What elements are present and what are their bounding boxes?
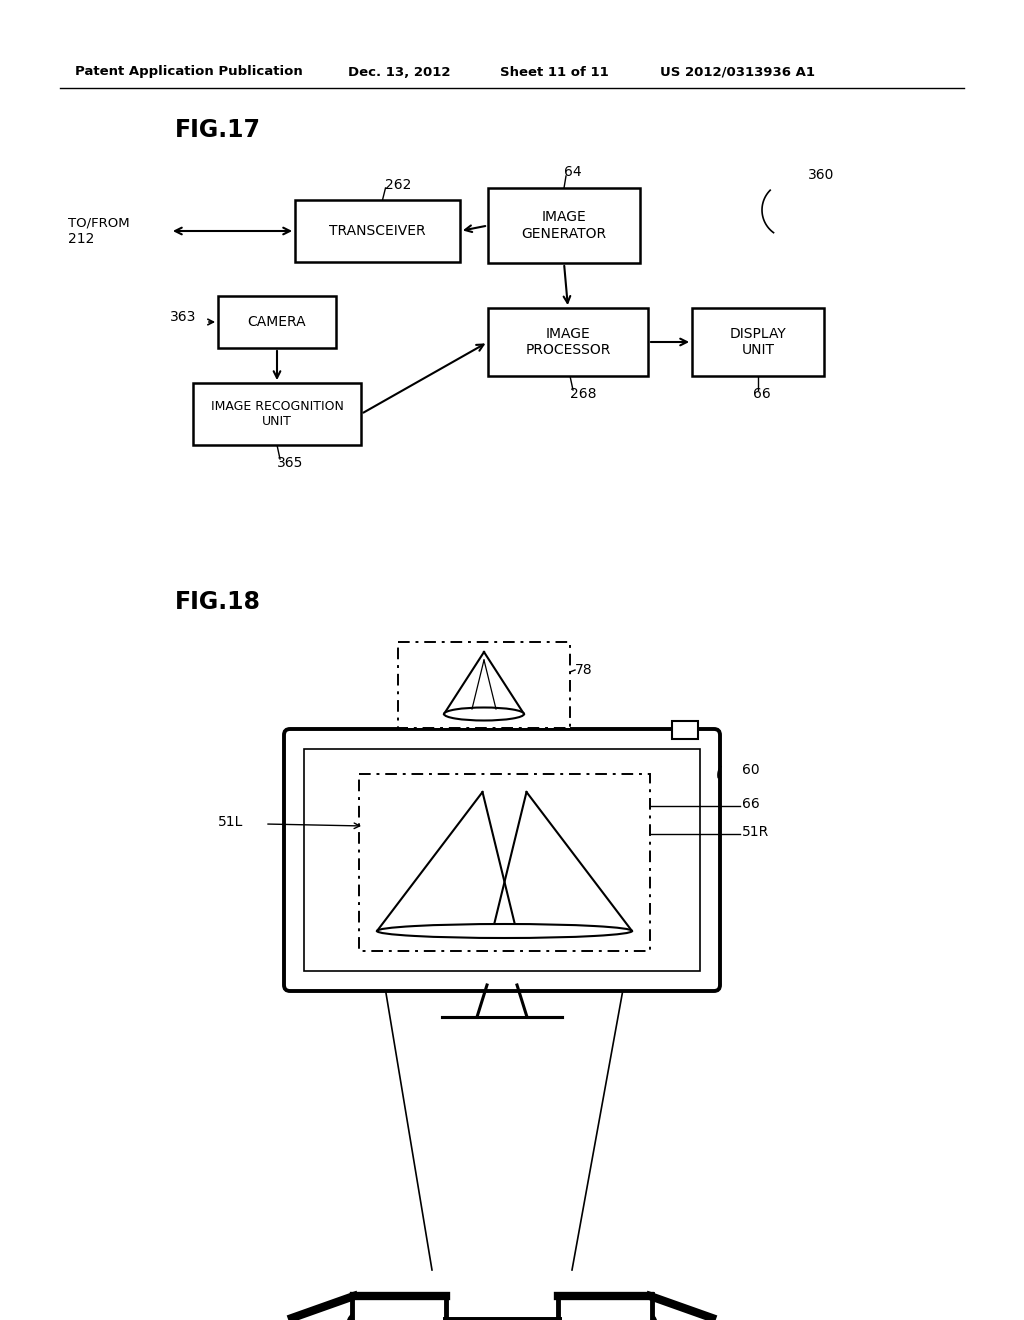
- Text: 64: 64: [564, 165, 582, 180]
- Text: IMAGE
GENERATOR: IMAGE GENERATOR: [521, 210, 606, 240]
- Text: DISPLAY
UNIT: DISPLAY UNIT: [730, 327, 786, 358]
- FancyBboxPatch shape: [359, 774, 650, 950]
- Text: 66: 66: [742, 797, 760, 810]
- Text: 360: 360: [808, 168, 835, 182]
- FancyBboxPatch shape: [488, 187, 640, 263]
- Text: CAMERA: CAMERA: [248, 315, 306, 329]
- FancyBboxPatch shape: [488, 308, 648, 376]
- FancyBboxPatch shape: [193, 383, 361, 445]
- Text: 51R: 51R: [742, 825, 769, 840]
- FancyBboxPatch shape: [284, 729, 720, 991]
- FancyBboxPatch shape: [295, 201, 460, 261]
- Text: 363: 363: [170, 310, 197, 323]
- Text: FIG.18: FIG.18: [175, 590, 261, 614]
- Text: Dec. 13, 2012: Dec. 13, 2012: [348, 66, 451, 78]
- Text: FIG.17: FIG.17: [175, 117, 261, 143]
- FancyBboxPatch shape: [304, 748, 700, 972]
- Text: TO/FROM: TO/FROM: [68, 216, 130, 230]
- FancyBboxPatch shape: [398, 642, 570, 729]
- Text: Patent Application Publication: Patent Application Publication: [75, 66, 303, 78]
- Text: 78: 78: [575, 663, 593, 677]
- Ellipse shape: [444, 708, 524, 721]
- Text: 268: 268: [570, 387, 597, 401]
- Text: IMAGE
PROCESSOR: IMAGE PROCESSOR: [525, 327, 610, 358]
- Text: 60: 60: [742, 763, 760, 777]
- Text: 51L: 51L: [218, 814, 244, 829]
- Text: IMAGE RECOGNITION
UNIT: IMAGE RECOGNITION UNIT: [211, 400, 343, 428]
- FancyBboxPatch shape: [672, 721, 698, 739]
- FancyBboxPatch shape: [692, 308, 824, 376]
- Text: 365: 365: [278, 455, 303, 470]
- Text: 262: 262: [385, 178, 412, 191]
- FancyBboxPatch shape: [352, 1294, 446, 1320]
- FancyBboxPatch shape: [558, 1294, 652, 1320]
- Text: 212: 212: [68, 232, 94, 246]
- Text: TRANSCEIVER: TRANSCEIVER: [329, 224, 426, 238]
- Text: Sheet 11 of 11: Sheet 11 of 11: [500, 66, 608, 78]
- Ellipse shape: [377, 924, 632, 939]
- Text: US 2012/0313936 A1: US 2012/0313936 A1: [660, 66, 815, 78]
- Text: 66: 66: [753, 387, 771, 401]
- FancyBboxPatch shape: [218, 296, 336, 348]
